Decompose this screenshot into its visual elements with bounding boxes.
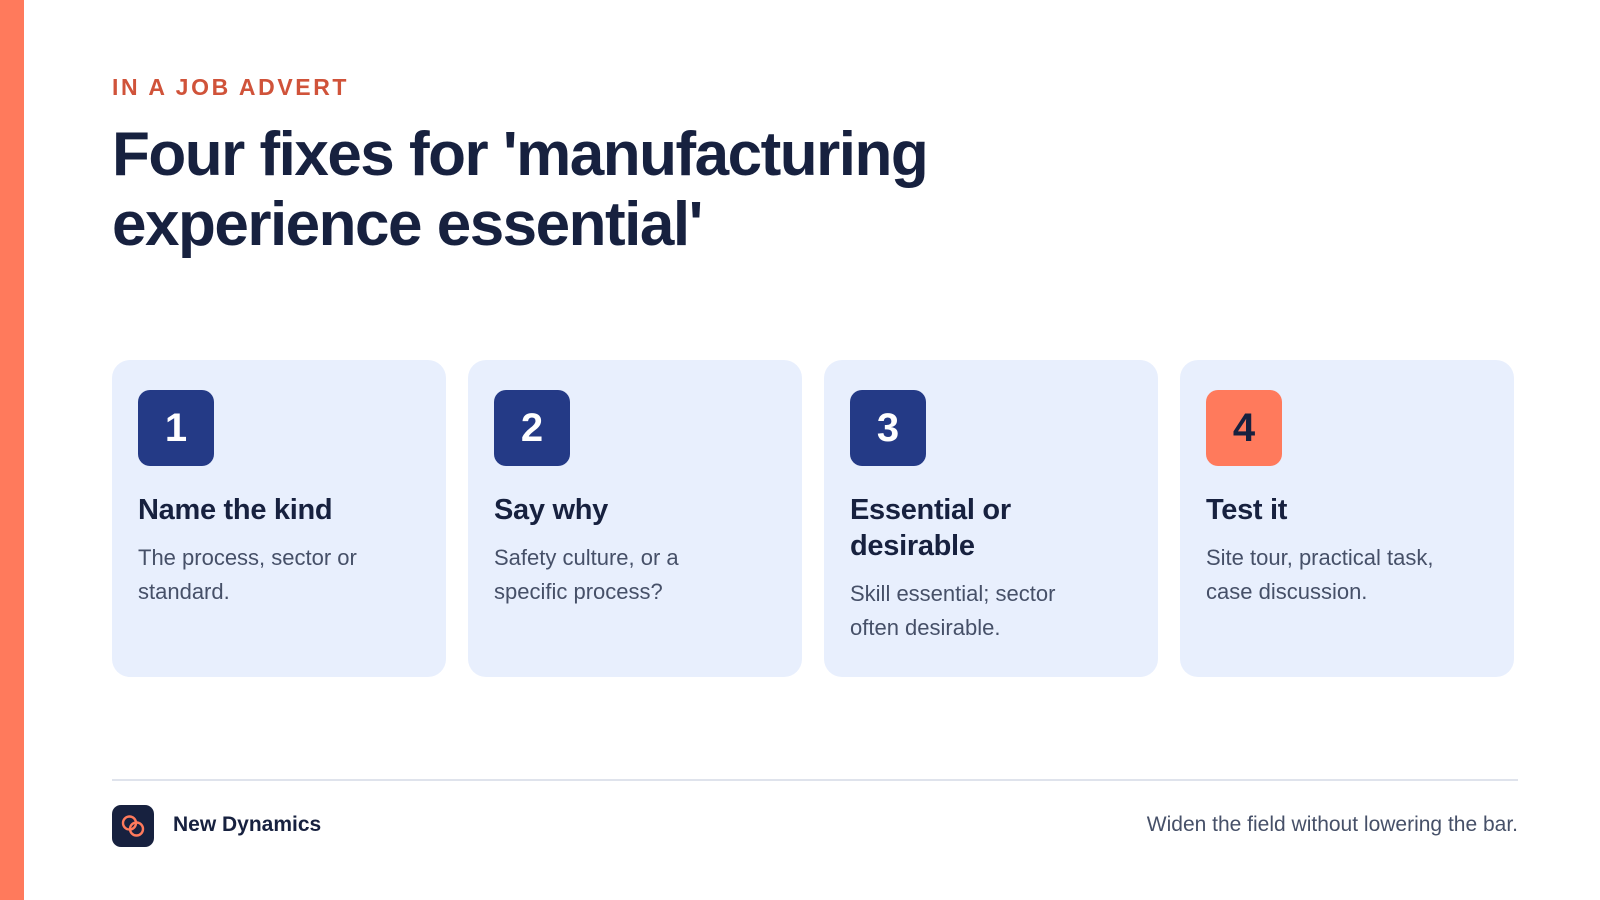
step-badge-1: 1: [138, 390, 214, 466]
card-text: Safety culture, or a specific process?: [494, 545, 679, 604]
card-text: Skill essential; sector often desirable.: [850, 581, 1056, 640]
step-badge-3: 3: [850, 390, 926, 466]
card-title: Name the kind: [138, 494, 333, 526]
accent-bar: [0, 0, 24, 900]
interlocking-rings-icon: [112, 805, 154, 847]
footer-tagline: Widen the field without lowering the bar…: [1146, 813, 1518, 836]
card-title: Essential or desirable: [850, 494, 1011, 562]
card-title: Test it: [1206, 494, 1288, 526]
fix-card-4: 4 Test it Site tour, practical task, cas…: [1180, 360, 1514, 677]
fix-cards: 1 Name the kind The process, sector or s…: [112, 360, 1514, 677]
card-text: The process, sector or standard.: [138, 545, 357, 604]
fix-card-3: 3 Essential or desirable Skill essential…: [824, 360, 1158, 677]
card-text: Site tour, practical task, case discussi…: [1206, 545, 1434, 604]
fix-card-1: 1 Name the kind The process, sector or s…: [112, 360, 446, 677]
fix-card-2: 2 Say why Safety culture, or a specific …: [468, 360, 802, 677]
brand-name: New Dynamics: [173, 813, 322, 836]
eyebrow-label: IN A JOB ADVERT: [112, 74, 350, 100]
step-badge-4: 4: [1206, 390, 1282, 466]
step-badge-2: 2: [494, 390, 570, 466]
card-title: Say why: [494, 494, 608, 526]
footer-divider: [112, 779, 1518, 781]
page-title: Four fixes for 'manufacturing experience…: [112, 120, 929, 259]
